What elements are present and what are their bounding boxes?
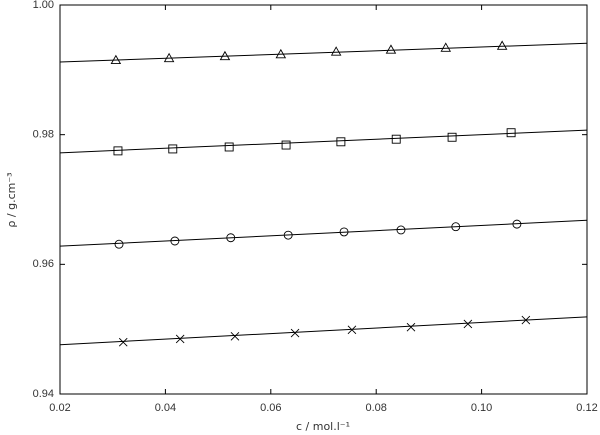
fit-line [59, 129, 588, 154]
point [512, 219, 522, 229]
x-tick-label: 0.06 [260, 402, 281, 414]
point [114, 239, 124, 249]
point [275, 48, 287, 59]
point [339, 227, 349, 237]
point [110, 54, 122, 65]
fit-line [59, 316, 588, 346]
point [391, 134, 401, 144]
plot-frame [59, 4, 588, 395]
point [521, 315, 531, 325]
point [290, 328, 300, 338]
point [118, 337, 128, 347]
point [281, 140, 291, 150]
y-tick-label: 0.98 [33, 129, 54, 141]
point [230, 331, 240, 341]
point [226, 233, 236, 243]
x-tick-label: 0.10 [471, 402, 492, 414]
point [506, 128, 516, 138]
y-tick-label: 1.00 [33, 0, 54, 11]
point [396, 225, 406, 235]
x-tick-label: 0.12 [576, 402, 597, 414]
point [447, 132, 457, 142]
x-tick-label: 0.02 [49, 402, 70, 414]
point [283, 230, 293, 240]
point [336, 137, 346, 147]
point [170, 236, 180, 246]
point [330, 46, 342, 56]
point [463, 319, 473, 329]
point [224, 142, 234, 152]
y-tick-label: 0.96 [33, 258, 54, 270]
point [496, 40, 508, 50]
point [347, 325, 357, 335]
point [163, 52, 175, 63]
x-tick-label: 0.04 [155, 402, 176, 414]
point [451, 222, 461, 232]
point [440, 42, 452, 52]
x-tick-label: 0.08 [365, 402, 386, 414]
point [168, 144, 178, 154]
x-axis-label: c / mol.l⁻¹ [296, 420, 350, 433]
y-axis-label: ρ / g.cm⁻³ [5, 172, 18, 227]
fit-line [59, 219, 588, 247]
point [175, 334, 185, 344]
y-tick-label: 0.94 [33, 388, 54, 400]
point [113, 146, 123, 156]
fit-line [59, 42, 588, 63]
point [406, 322, 416, 332]
point [219, 50, 231, 61]
point [385, 44, 397, 54]
